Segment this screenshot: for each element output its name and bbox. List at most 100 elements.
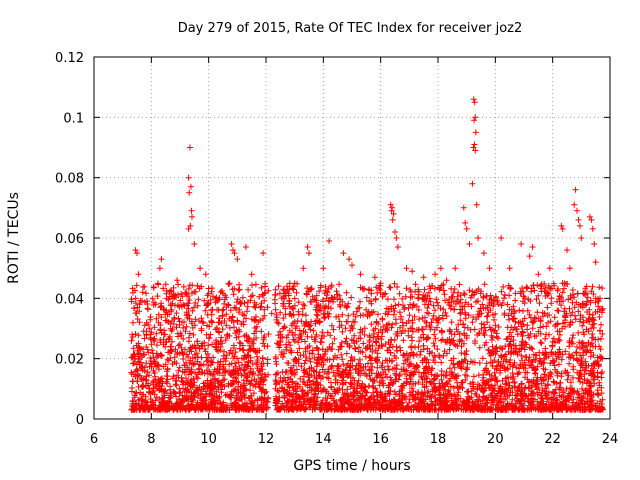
- data-point: [189, 307, 196, 314]
- data-point: [432, 271, 439, 278]
- data-point: [141, 335, 148, 342]
- data-point: [400, 302, 406, 309]
- data-point: [389, 321, 396, 328]
- data-point: [487, 376, 494, 383]
- data-point: [248, 271, 255, 278]
- data-point: [188, 348, 195, 355]
- data-point: [185, 305, 192, 312]
- data-point: [147, 334, 154, 341]
- data-point: [191, 322, 198, 329]
- data-point: [177, 297, 184, 304]
- data-point: [235, 287, 242, 294]
- data-point: [451, 306, 458, 313]
- data-point: [249, 282, 255, 289]
- data-point: [158, 314, 165, 321]
- data-point: [225, 281, 232, 288]
- data-point: [179, 368, 186, 375]
- data-point: [152, 397, 159, 404]
- data-point: [569, 335, 576, 341]
- data-point: [431, 331, 438, 338]
- data-point: [559, 225, 566, 232]
- data-point: [129, 331, 136, 338]
- data-point: [185, 380, 192, 387]
- data-point: [185, 300, 192, 307]
- data-point: [574, 290, 581, 297]
- data-point: [155, 319, 162, 326]
- x-tick-labels: 6 8 10 12 14 16 18 20 22 24: [90, 432, 618, 447]
- data-point: [566, 351, 573, 358]
- data-point: [536, 300, 543, 307]
- data-point: [182, 346, 188, 353]
- data-point: [162, 281, 169, 288]
- data-point: [180, 283, 187, 290]
- data-point: [180, 381, 186, 388]
- data-point: [177, 406, 184, 413]
- data-point: [293, 289, 300, 296]
- data-point: [151, 359, 158, 365]
- data-point: [470, 96, 477, 103]
- data-point: [223, 322, 230, 329]
- data-point: [434, 346, 441, 353]
- data-point: [460, 321, 467, 327]
- y-tick-label: 0.04: [55, 292, 84, 307]
- data-point: [224, 331, 231, 338]
- data-point: [255, 372, 262, 379]
- data-point: [498, 235, 505, 241]
- data-point: [480, 250, 487, 257]
- data-point: [261, 306, 268, 313]
- data-point: [221, 355, 227, 362]
- data-point: [171, 314, 178, 321]
- data-point: [190, 331, 197, 338]
- data-point: [256, 384, 263, 391]
- data-point: [163, 295, 170, 302]
- data-point: [245, 286, 252, 293]
- data-point: [228, 388, 235, 395]
- data-point: [219, 313, 226, 320]
- data-point: [216, 329, 223, 336]
- data-point: [416, 369, 422, 376]
- data-point: [276, 379, 283, 386]
- data-point: [230, 379, 237, 386]
- data-point: [174, 372, 180, 379]
- data-point: [200, 397, 207, 404]
- data-point: [371, 274, 378, 281]
- data-point: [437, 265, 444, 272]
- data-point: [483, 313, 490, 320]
- data-point: [491, 316, 498, 323]
- data-point: [389, 216, 396, 223]
- data-point: [147, 396, 154, 402]
- data-point: [134, 250, 140, 257]
- data-point: [147, 355, 154, 361]
- data-point: [224, 391, 231, 398]
- data-point: [186, 330, 193, 337]
- data-point: [570, 366, 577, 373]
- data-point: [171, 354, 178, 361]
- data-point: [135, 271, 142, 278]
- data-point: [247, 387, 253, 394]
- data-point: [163, 339, 170, 346]
- data-point: [232, 363, 239, 370]
- data-point: [237, 298, 243, 305]
- data-point: [538, 340, 545, 347]
- data-point: [261, 333, 268, 339]
- data-point: [196, 318, 202, 325]
- data-point: [176, 364, 183, 371]
- data-point: [246, 378, 253, 385]
- data-point: [581, 371, 588, 378]
- data-point: [200, 380, 207, 387]
- data-point: [180, 324, 187, 331]
- data-point: [588, 216, 595, 223]
- data-point: [343, 289, 350, 296]
- data-point: [468, 303, 475, 310]
- data-point: [304, 244, 311, 250]
- data-point: [339, 328, 346, 335]
- data-point: [185, 293, 192, 300]
- data-point: [142, 403, 149, 410]
- data-point: [352, 346, 359, 352]
- data-point: [549, 343, 556, 350]
- data-point: [251, 330, 258, 337]
- data-point: [287, 348, 294, 354]
- data-point: [412, 281, 419, 288]
- data-point: [132, 310, 139, 317]
- data-point: [431, 307, 438, 314]
